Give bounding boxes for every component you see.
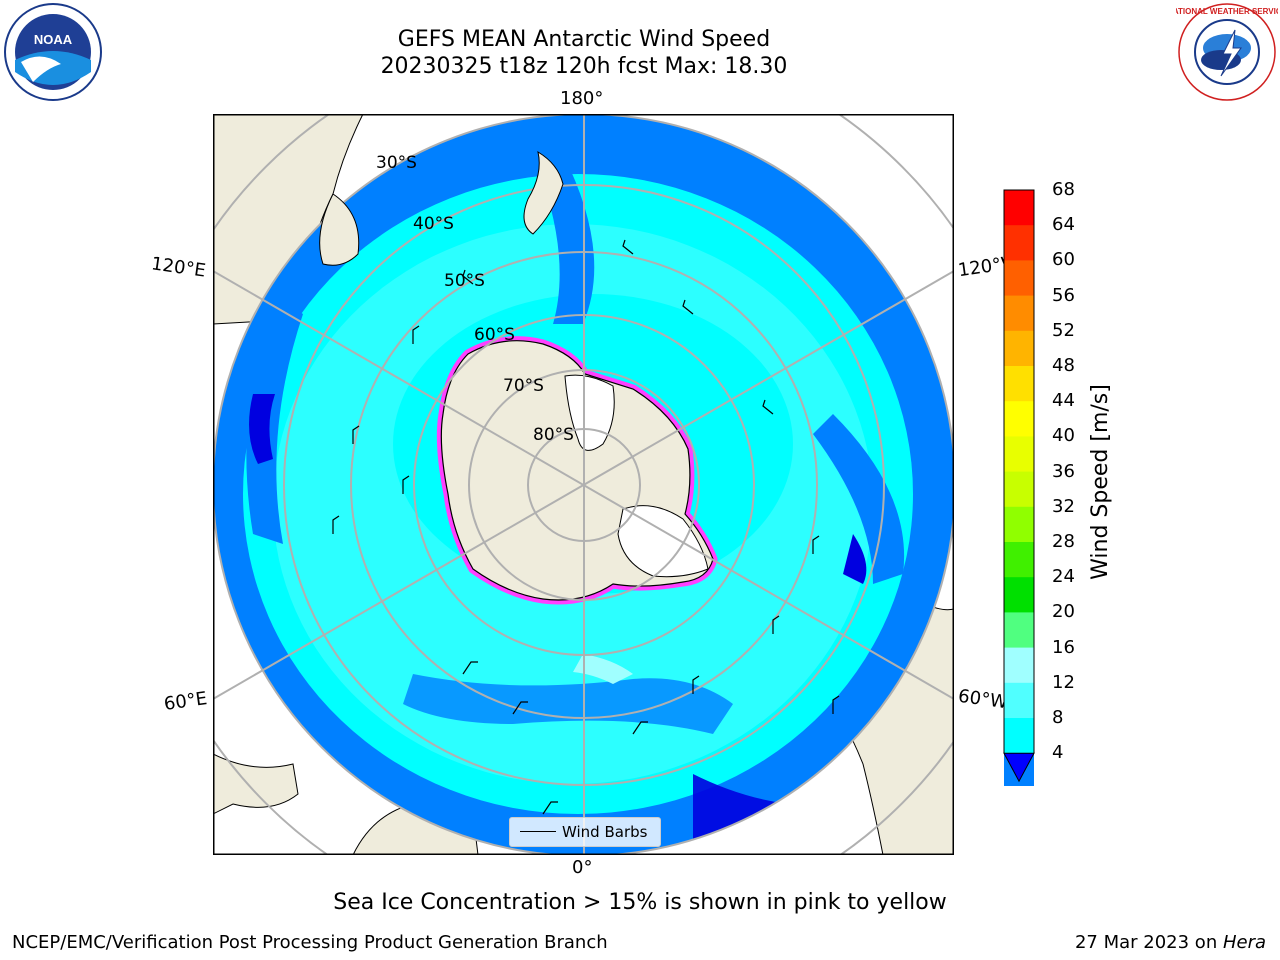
colorbar-title: Wind Speed [m/s] xyxy=(1088,384,1113,580)
band-4-8-west xyxy=(246,294,303,544)
polar-map xyxy=(213,114,954,855)
lon-label-60e: 60°E xyxy=(162,688,209,715)
colorbar-segment xyxy=(1004,401,1034,437)
colorbar-segment xyxy=(1004,612,1034,649)
sea-ice-note: Sea Ice Concentration > 15% is shown in … xyxy=(333,890,947,915)
graticule xyxy=(213,114,954,855)
colorbar-tick-label: 48 xyxy=(1052,355,1075,376)
colorbar-segment xyxy=(1004,295,1034,332)
map-border xyxy=(213,114,954,855)
colorbar-outline xyxy=(1003,189,1035,754)
lon-label-120e: 120°E xyxy=(149,253,207,282)
colorbar-tick-label: 64 xyxy=(1052,214,1075,236)
lat-label-50s: 50°S xyxy=(444,271,485,291)
colorbar-segment xyxy=(1004,366,1034,402)
inner-land xyxy=(319,150,564,266)
lat-label-80s: 80°S xyxy=(533,425,574,445)
colorbar-tick-label: 32 xyxy=(1052,495,1075,517)
band-4-8-south xyxy=(403,674,733,734)
colorbar-segment xyxy=(1004,330,1034,367)
colorbar-segment xyxy=(1004,647,1034,684)
colorbar-tick-label: 16 xyxy=(1052,636,1075,658)
colorbar-segment xyxy=(1004,260,1034,297)
colorbar-segment xyxy=(1004,542,1034,578)
footer-date: 27 Mar 2023 on Hera xyxy=(1075,932,1266,953)
colorbar-segment xyxy=(1004,190,1034,226)
lat-label-60s: 60°S xyxy=(474,325,515,345)
colorbar-tick-label: 68 xyxy=(1052,179,1075,200)
footer-credit: NCEP/EMC/Verification Post Processing Pr… xyxy=(12,932,608,953)
band-deep-west xyxy=(249,394,275,464)
map-legend: Wind Barbs xyxy=(509,817,661,847)
colorbar-tick-label: 8 xyxy=(1052,707,1064,728)
lon-label-0: 0° xyxy=(572,857,593,878)
lat-label-70s: 70°S xyxy=(503,376,544,396)
weddell-ice-shelf xyxy=(617,505,709,578)
colorbar-tick-label: 60 xyxy=(1052,249,1075,271)
chart-title: GEFS MEAN Antarctic Wind Speed xyxy=(397,27,771,52)
lat-label-30s: 30°S xyxy=(376,153,417,173)
colorbar-tick-label: 28 xyxy=(1052,531,1075,552)
colorbar-tick-label: 40 xyxy=(1052,425,1075,447)
wind-barb-legend-line xyxy=(520,831,556,832)
band-deep-east xyxy=(843,534,867,584)
colorbar-segment xyxy=(1004,471,1034,508)
nws-logo-text: NATIONAL WEATHER SERVICE xyxy=(1176,7,1278,16)
colorbar-tick-label: 44 xyxy=(1052,390,1075,412)
colorbar-tick-label: 52 xyxy=(1052,319,1075,341)
footer-date-text: 27 Mar 2023 on xyxy=(1074,932,1223,953)
colorbar-tick-label: 24 xyxy=(1052,566,1075,588)
colorbar-segment xyxy=(1004,436,1034,473)
colorbar-tick-label: 56 xyxy=(1052,284,1075,306)
footer-host: Hera xyxy=(1222,932,1266,953)
nws-logo: NATIONAL WEATHER SERVICE xyxy=(1176,3,1278,101)
colorbar-tick-label: 20 xyxy=(1052,601,1075,623)
legend-label: Wind Barbs xyxy=(562,823,648,841)
lat-label-40s: 40°S xyxy=(413,214,454,234)
colorbar-tick-label: 12 xyxy=(1052,671,1075,693)
band-4-8-east xyxy=(813,414,905,584)
noaa-logo-text: NOAA xyxy=(34,32,73,47)
colorbar xyxy=(1003,189,1035,786)
colorbar-under-arrow xyxy=(1003,752,1035,783)
colorbar-segment xyxy=(1004,682,1034,719)
colorbar-tick-label: 4 xyxy=(1052,742,1064,764)
colorbar-segment xyxy=(1004,225,1034,261)
colorbar-segment xyxy=(1004,718,1034,754)
colorbar-segment xyxy=(1004,577,1034,613)
band-16-20 xyxy=(573,654,633,684)
chart-subtitle: 20230325 t18z 120h fcst Max: 18.30 xyxy=(380,54,788,79)
noaa-logo: NOAA xyxy=(4,3,102,101)
colorbar-segment xyxy=(1004,506,1034,543)
wind-barbs xyxy=(332,239,840,815)
colorbar-tick-label: 36 xyxy=(1052,460,1075,482)
lon-label-180: 180° xyxy=(560,88,604,109)
